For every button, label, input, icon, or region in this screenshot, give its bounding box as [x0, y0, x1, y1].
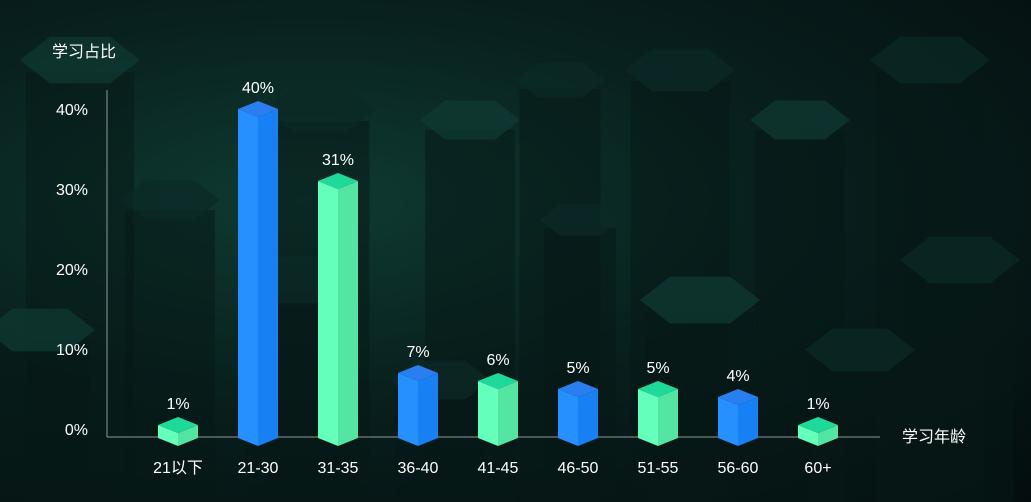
bar-36-40	[398, 365, 438, 446]
background-pillar	[125, 210, 215, 502]
y-ticks: 0% 10% 20% 30% 40%	[56, 102, 88, 439]
y-tick-label: 20%	[56, 262, 88, 279]
bar-right-face	[258, 109, 278, 446]
background-hexagon	[870, 36, 990, 84]
background-hexagon	[420, 100, 520, 140]
bar-top-face	[238, 101, 278, 117]
x-tick-label: 31-35	[318, 460, 359, 477]
background-pillar	[0, 341, 90, 502]
background-hexagon	[540, 204, 620, 236]
bar-41-45	[478, 373, 518, 446]
bar-top-face	[638, 381, 678, 397]
x-tick-label: 36-40	[398, 460, 439, 477]
bar-56-60	[718, 389, 758, 446]
x-axis-title: 学习年龄	[902, 428, 966, 446]
bar-left-face	[718, 397, 738, 446]
data-label: 40%	[242, 80, 274, 97]
bar-left-face	[798, 425, 818, 446]
bar-right-face	[578, 389, 598, 446]
y-tick-label: 30%	[56, 182, 88, 199]
x-tick-label: 51-55	[638, 460, 679, 477]
bar-top-face	[798, 417, 838, 433]
bar-right-face	[338, 181, 358, 446]
background-hexagon	[120, 180, 220, 220]
bar-top-face	[318, 173, 358, 189]
x-tick-label: 21-30	[238, 460, 279, 477]
bar-right-face	[658, 389, 678, 446]
background-hexagon	[640, 276, 760, 324]
y-tick-label: 40%	[56, 102, 88, 119]
bar-left-face	[158, 425, 178, 446]
data-label: 4%	[726, 368, 749, 385]
bar-21-30	[238, 101, 278, 446]
x-tick-label: 41-45	[478, 460, 519, 477]
bars: 1% 21以下 40% 21-30 31% 31-35 7% 36-40 6% 41-45 5% 46…	[153, 80, 838, 477]
data-label: 5%	[646, 360, 669, 377]
bar-left-face	[478, 381, 498, 446]
x-tick-label: 21以下	[153, 460, 203, 477]
x-tick-label: 56-60	[718, 460, 759, 477]
bar-right-face	[178, 425, 198, 446]
bar-right-face	[738, 397, 758, 446]
data-label: 6%	[486, 352, 509, 369]
background-hexagon	[750, 100, 850, 140]
data-label: 7%	[406, 344, 429, 361]
y-tick-label: 0%	[65, 422, 88, 439]
bar-left-face	[318, 181, 338, 446]
bar-right-face	[818, 425, 838, 446]
bar-right-face	[418, 373, 438, 446]
bar-60+	[798, 417, 838, 446]
bar-51-55	[638, 381, 678, 446]
y-tick-label: 10%	[56, 342, 88, 359]
background-hexagon	[515, 62, 605, 98]
x-tick-label: 46-50	[558, 460, 599, 477]
bar-left-face	[398, 373, 418, 446]
x-tick-label: 60+	[804, 460, 831, 477]
bar-31-35	[318, 173, 358, 446]
background-hexagon	[265, 88, 375, 132]
background-hexagon	[625, 48, 735, 92]
bar-left-face	[638, 389, 658, 446]
bar-left-face	[238, 109, 258, 446]
data-label: 31%	[322, 152, 354, 169]
bar-46-50	[558, 381, 598, 446]
bar-left-face	[558, 389, 578, 446]
data-label: 1%	[806, 396, 829, 413]
bar-top-face	[398, 365, 438, 381]
background-pillar	[906, 272, 1014, 502]
bar-top-face	[478, 373, 518, 389]
y-axis-title: 学习占比	[52, 43, 116, 61]
background-hexagon	[805, 328, 915, 372]
bar-top-face	[558, 381, 598, 397]
background-hexagon	[900, 236, 1020, 284]
bar-top-face	[158, 417, 198, 433]
background-hexagon	[0, 308, 95, 352]
data-label: 1%	[166, 396, 189, 413]
background-pillar	[544, 228, 616, 502]
bar-21以下	[158, 417, 198, 446]
bar-right-face	[498, 381, 518, 446]
background-hexagon	[20, 36, 140, 84]
data-label: 5%	[566, 360, 589, 377]
bar-top-face	[718, 389, 758, 405]
